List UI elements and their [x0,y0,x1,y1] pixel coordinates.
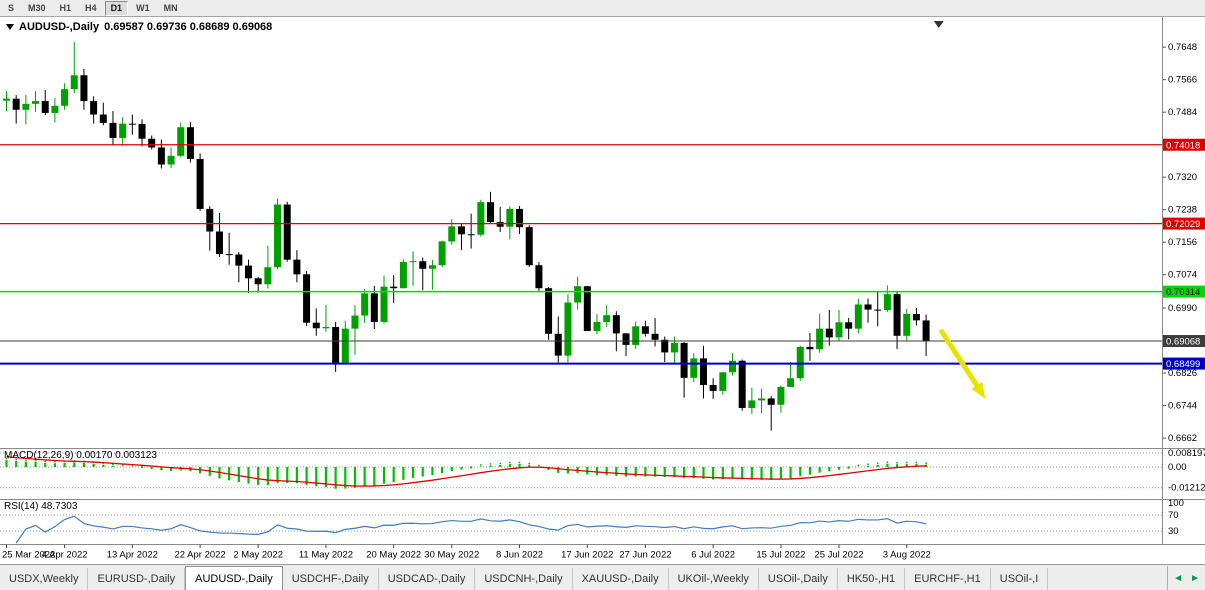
tab-xauusd-daily[interactable]: XAUUSD-,Daily [573,568,669,590]
svg-text:70: 70 [1168,510,1179,521]
tab-usdcad-daily[interactable]: USDCAD-,Daily [379,568,476,590]
svg-text:0.7484: 0.7484 [1168,107,1197,118]
macd-indicator-label: MACD(12,26,9) 0.00170 0.003123 [4,450,157,461]
svg-text:0.68499: 0.68499 [1166,359,1200,370]
tab-usdchf-daily[interactable]: USDCHF-,Daily [283,568,379,590]
svg-text:0.7648: 0.7648 [1168,42,1197,53]
tabs-scroll-left-button[interactable]: ◄ [1173,572,1184,584]
period-button-mn[interactable]: MN [157,0,184,16]
svg-text:6 Jul 2022: 6 Jul 2022 [691,550,735,561]
tab-usdcnh-daily[interactable]: USDCNH-,Daily [475,568,573,590]
svg-text:17 Jun 2022: 17 Jun 2022 [561,550,613,561]
chart-title: AUDUSD-,Daily 0.69587 0.69736 0.68689 0.… [6,21,272,33]
svg-text:15 Jul 2022: 15 Jul 2022 [756,550,805,561]
timeframe-toolbar: S M30 H1 H4 D1 W1 MN [0,0,1205,17]
svg-text:25 Jul 2022: 25 Jul 2022 [814,550,863,561]
period-button-h4[interactable]: H4 [79,0,103,16]
tab-ukoil-weekly[interactable]: UKOil-,Weekly [669,568,759,590]
svg-text:0.6744: 0.6744 [1168,401,1197,412]
tab-usdx-weekly[interactable]: USDX,Weekly [0,568,89,590]
rsi-value: 48.7303 [41,501,78,512]
svg-text:100: 100 [1168,498,1184,509]
rsi-indicator-label: RSI(14) 48.7303 [4,501,77,512]
tab-eurusd-daily[interactable]: EURUSD-,Daily [88,568,186,590]
tab-usoil-daily[interactable]: USOil-,Daily [759,568,838,590]
svg-text:0.7238: 0.7238 [1168,205,1197,216]
svg-text:0.74018: 0.74018 [1166,140,1200,151]
period-button-w1[interactable]: W1 [130,0,156,16]
svg-text:22 Apr 2022: 22 Apr 2022 [174,550,225,561]
svg-text:0.69068: 0.69068 [1166,337,1200,348]
svg-text:0.6990: 0.6990 [1168,303,1197,314]
period-button-h1[interactable]: H1 [53,0,78,16]
svg-text:0.008197: 0.008197 [1168,448,1205,459]
macd-name: MACD(12,26,9) [4,450,74,461]
chart-ohlc-values: 0.69587 0.69736 0.68689 0.69068 [104,21,273,33]
svg-text:0.6826: 0.6826 [1168,368,1197,379]
svg-text:25 Mar 2022: 25 Mar 2022 [2,550,55,561]
tabs-scroll-right-button[interactable]: ► [1190,572,1200,584]
svg-text:0.7320: 0.7320 [1168,172,1197,183]
tab-eurchf-h1[interactable]: EURCHF-,H1 [905,568,991,590]
macd-values: 0.00170 0.003123 [76,450,157,461]
tabbar-scroll-controls: ◄ ► [1167,566,1205,590]
symbol-tabbar: USDX,Weekly EURUSD-,Daily AUDUSD-,Daily USD… [0,564,1205,590]
svg-text:0.7156: 0.7156 [1168,237,1197,248]
svg-text:0.70314: 0.70314 [1166,287,1200,298]
svg-text:0.72029: 0.72029 [1166,219,1200,230]
svg-text:13 Apr 2022: 13 Apr 2022 [107,550,158,561]
svg-text:27 Jun 2022: 27 Jun 2022 [619,550,671,561]
symbol-tabs: USDX,Weekly EURUSD-,Daily AUDUSD-,Daily USD… [0,565,1049,590]
svg-text:4 Apr 2022: 4 Apr 2022 [42,550,88,561]
timeframe-buttons: S M30 H1 H4 D1 W1 MN [2,0,184,16]
tab-hk50-h1[interactable]: HK50-,H1 [838,568,906,590]
svg-text:3 Aug 2022: 3 Aug 2022 [883,550,931,561]
price-chart-canvas[interactable]: 0.7648 0.7566 0.7484 0.7320 0.7238 0.7156 0.70… [0,17,1205,565]
svg-text:0.7074: 0.7074 [1168,270,1197,281]
svg-text:11 May 2022: 11 May 2022 [299,550,353,561]
chart-symbol-period: AUDUSD-,Daily [19,21,100,33]
svg-text:0.00: 0.00 [1168,462,1187,473]
svg-text:20 May 2022: 20 May 2022 [366,550,421,561]
svg-text:0.6662: 0.6662 [1168,433,1197,444]
rsi-name: RSI(14) [4,501,39,512]
period-button-m30[interactable]: M30 [22,0,52,16]
symbol-marker-icon [6,24,14,30]
period-button-s[interactable]: S [2,0,21,16]
svg-text:30 May 2022: 30 May 2022 [424,550,479,561]
period-button-d1[interactable]: D1 [104,0,129,16]
svg-text:-0.01212: -0.01212 [1168,483,1205,494]
svg-text:8 Jun 2022: 8 Jun 2022 [496,550,543,561]
tab-usoil-i[interactable]: USOil-,I [991,568,1049,590]
tab-audusd-daily[interactable]: AUDUSD-,Daily [185,566,283,590]
svg-text:30: 30 [1168,526,1179,537]
svg-text:2 May 2022: 2 May 2022 [233,550,283,561]
svg-text:0.7566: 0.7566 [1168,75,1197,86]
